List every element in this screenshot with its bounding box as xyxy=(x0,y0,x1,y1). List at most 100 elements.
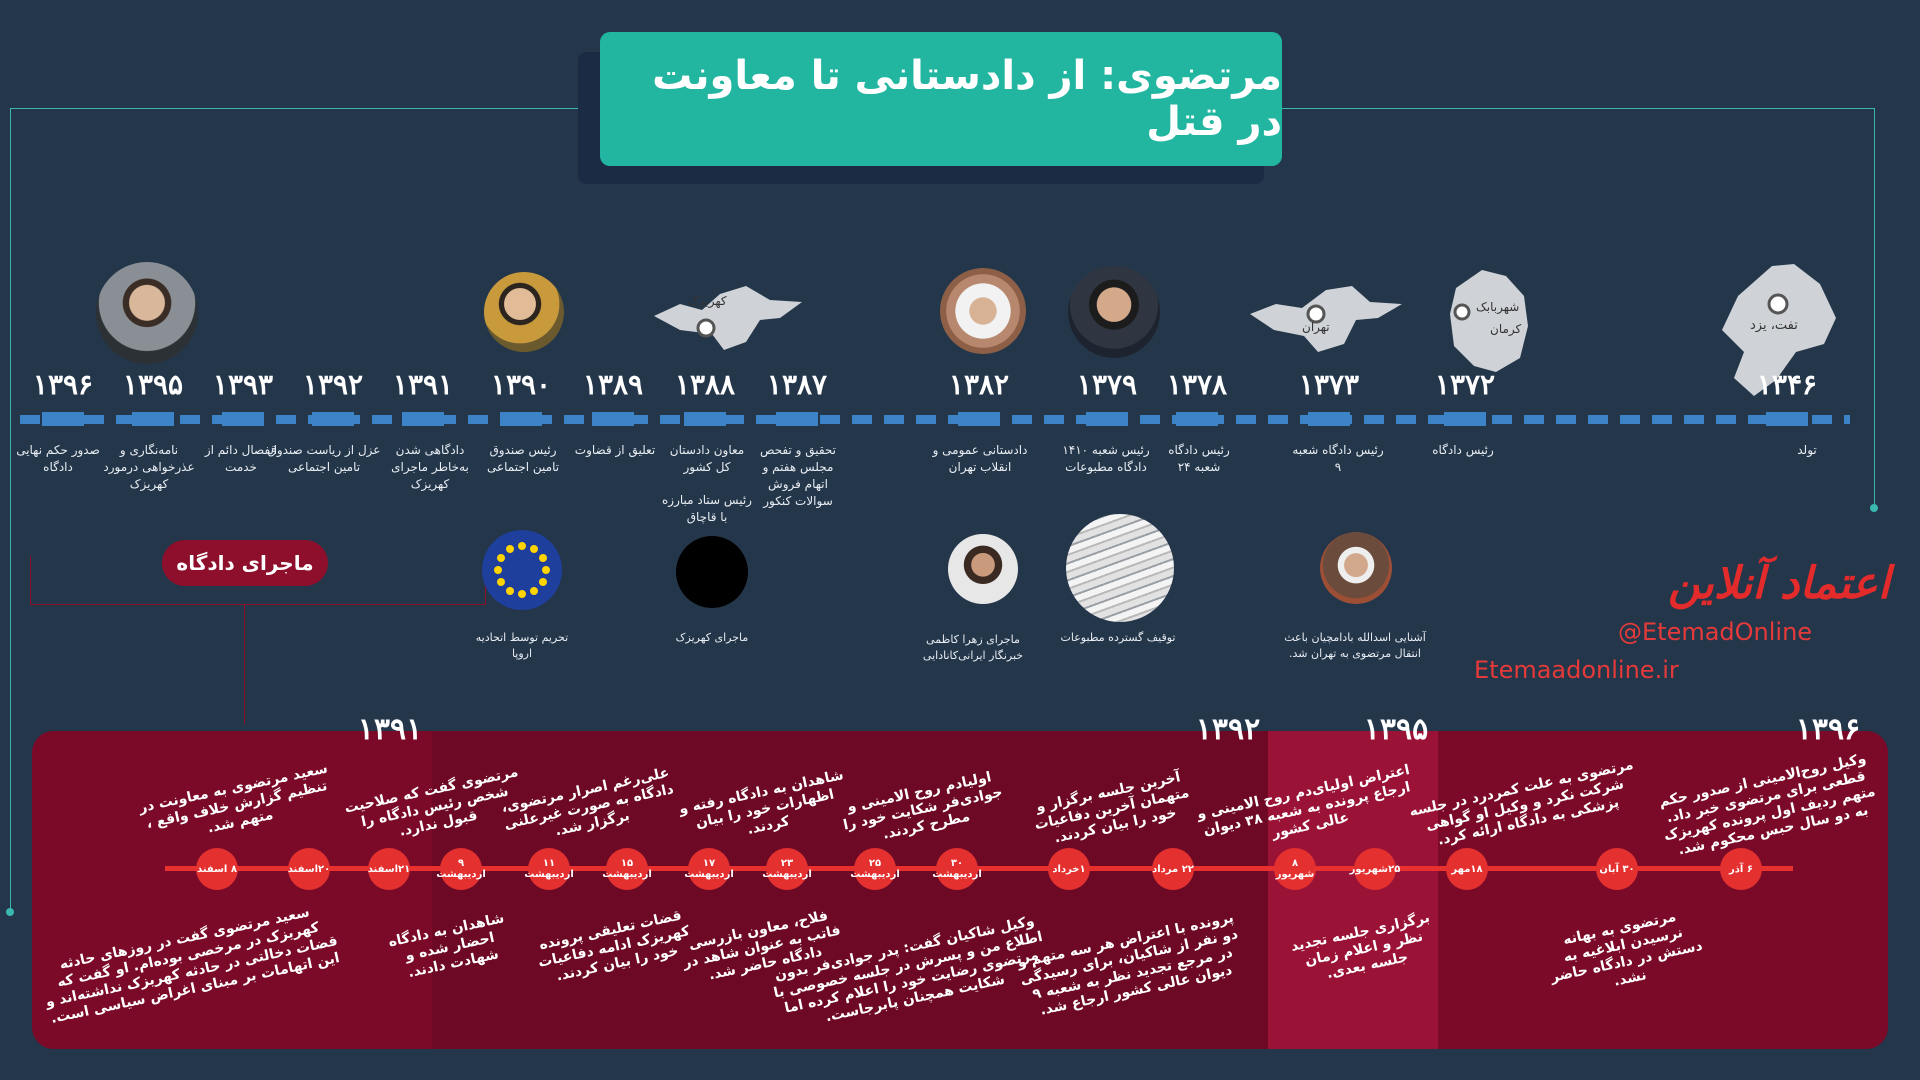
timeline-marker xyxy=(1766,412,1808,426)
kerman-map-label: کرمان xyxy=(1490,322,1522,336)
court-bracket-stem xyxy=(244,604,245,724)
court-node: ۶ آذر xyxy=(1720,848,1762,890)
badamchian-portrait-icon xyxy=(1320,532,1392,604)
court-node: ۲۲ مرداد xyxy=(1152,848,1194,890)
timeline-marker xyxy=(500,412,542,426)
year-caption: رئیس شعبه ۱۴۱۰ دادگاه مطبوعات xyxy=(1062,443,1150,474)
year-label: ۱۳۷۳ xyxy=(1298,368,1360,401)
year-caption: نامه‌نگاری و عذرخواهی درمورد کهریزک xyxy=(103,443,195,491)
page-title: مرتضوی: از دادستانی تا معاونت در قتل xyxy=(652,53,1282,145)
year-caption-secondary: رئیس ستاد مبارزه با قاچاق xyxy=(662,493,752,524)
frame-line-left-vertical xyxy=(10,108,11,912)
year-label: ۱۳۸۹ xyxy=(582,368,644,401)
portrait-1379-icon xyxy=(1068,266,1160,358)
year-label: ۱۳۹۰ xyxy=(490,368,552,401)
black-circle-icon xyxy=(676,536,748,608)
court-node: ۱خرداد xyxy=(1048,848,1090,890)
yazd-map-icon xyxy=(1722,264,1836,396)
year-label: ۱۳۸۲ xyxy=(948,368,1010,401)
shahrebabak-map-label: شهربابک xyxy=(1476,300,1520,314)
tehran-map-label: تهران xyxy=(1302,320,1330,334)
court-year: ۱۳۹۱ xyxy=(357,712,423,747)
court-band-1392 xyxy=(432,731,1268,1049)
taft-map-label: تفت، یزد xyxy=(1750,318,1798,333)
tehran-map-icon xyxy=(1250,286,1402,352)
timeline-marker xyxy=(42,412,84,426)
timeline-marker xyxy=(1086,412,1128,426)
year-caption: دادگاهی شدن به‌خاطر ماجرای کهریزک xyxy=(391,443,469,491)
event-caption: تحریم توسط اتحادیه اروپا xyxy=(475,631,569,660)
year-caption: رئیس دادگاه xyxy=(1432,443,1494,457)
court-band-1391 xyxy=(32,731,432,1049)
year-caption: رئیس دادگاه شعبه ۲۴ xyxy=(1168,443,1230,474)
year-label: ۱۳۷۸ xyxy=(1166,368,1228,401)
timeline-marker xyxy=(222,412,264,426)
court-node: ۲۱اسفند xyxy=(368,848,410,890)
court-node: ۸ شهریور xyxy=(1274,848,1316,890)
event-caption: آشنایی اسدالله بادامچیان باعث انتقال مرت… xyxy=(1284,631,1426,660)
court-band-1396 xyxy=(1438,731,1888,1049)
year-caption: انفصال دائم از خدمت xyxy=(204,443,278,474)
portrait-1382-icon xyxy=(940,268,1026,354)
year-label: ۱۳۹۳ xyxy=(212,368,274,401)
court-node: ۲۳ اردیبهشت xyxy=(762,848,812,890)
court-node: ۲۵شهریور xyxy=(1350,848,1400,890)
timeline-marker xyxy=(592,412,634,426)
brand-handle: @EtemadOnline xyxy=(1618,618,1813,646)
timeline-marker xyxy=(684,412,726,426)
eu-stars-icon xyxy=(494,542,550,598)
year-caption: رئیس صندوق تامین اجتماعی xyxy=(486,443,560,474)
year-caption: دادستانی عمومی و انقلاب تهران xyxy=(932,443,1028,474)
frame-line-right xyxy=(1282,108,1874,109)
kahrizak-map-icon xyxy=(654,286,802,350)
timeline-marker xyxy=(132,412,174,426)
court-node: ۹ اردیبهشت xyxy=(436,848,486,890)
brand-logo: اعتماد آنلاین xyxy=(1668,548,1908,618)
year-label: ۱۳۹۵ xyxy=(122,368,184,401)
timeline-marker xyxy=(1308,412,1350,426)
year-label: ۱۳۴۶ xyxy=(1756,368,1818,401)
court-year: ۱۳۹۶ xyxy=(1795,712,1861,747)
timeline-marker xyxy=(402,412,444,426)
event-caption: ماجرای زهرا کاظمی خبرنگار ایرانی‌کانادای… xyxy=(922,633,1024,662)
court-badge: ماجرای دادگاه xyxy=(162,540,328,586)
year-label: ۱۳۹۶ xyxy=(32,368,94,401)
timeline-marker xyxy=(312,412,354,426)
court-node: ۱۷ اردیبهشت xyxy=(684,848,734,890)
year-caption: رئیس دادگاه شعبه ۹ xyxy=(1292,443,1384,474)
timeline-axis xyxy=(20,412,1850,426)
frame-dot-left xyxy=(6,908,14,916)
court-year: ۱۳۹۵ xyxy=(1363,712,1429,747)
kahrizak-map-label: کهریزک xyxy=(688,294,727,308)
brand-logo-text: اعتماد آنلاین xyxy=(1668,557,1892,609)
timeline-marker xyxy=(1176,412,1218,426)
event-caption: ماجرای کهریزک xyxy=(675,631,749,644)
year-caption: عزل از ریاست صندوق تامین اجتماعی xyxy=(267,443,381,474)
year-caption: معاون دادستان کل کشور xyxy=(669,443,745,474)
timeline-marker xyxy=(776,412,818,426)
court-node: ۱۸مهر xyxy=(1446,848,1488,890)
court-node: ۳۰ اردیبهشت xyxy=(932,848,982,890)
year-label: ۱۳۷۲ xyxy=(1434,368,1496,401)
kazemi-portrait-icon xyxy=(948,534,1018,604)
timeline-dash-pattern xyxy=(20,415,1850,424)
title-banner: مرتضوی: از دادستانی تا معاونت در قتل xyxy=(600,32,1282,166)
court-node: ۱۱ اردیبهشت xyxy=(524,848,574,890)
timeline-marker xyxy=(958,412,1000,426)
court-band-1395 xyxy=(1268,731,1438,1049)
eu-flag-icon xyxy=(482,530,562,610)
portrait-1395-icon xyxy=(96,262,198,364)
year-caption: تعلیق از قضاوت xyxy=(574,443,656,457)
court-node: ۳۰ آبان xyxy=(1596,848,1638,890)
year-label: ۱۳۹۱ xyxy=(392,368,454,401)
newspaper-icon xyxy=(1066,514,1174,622)
court-node: ۲۰اسفند xyxy=(288,848,330,890)
year-label: ۱۳۷۹ xyxy=(1076,368,1138,401)
court-panel xyxy=(32,731,1888,1049)
court-node: ۲۵ اردیبهشت xyxy=(850,848,900,890)
year-caption: تحقیق و تفحص مجلس هفتم و اتهام فروش سوال… xyxy=(759,443,837,508)
frame-line-right-vertical xyxy=(1874,108,1875,508)
year-label: ۱۳۹۲ xyxy=(302,368,364,401)
portrait-1390-icon xyxy=(484,272,564,352)
event-caption: توقیف گسترده مطبوعات xyxy=(1060,631,1176,644)
